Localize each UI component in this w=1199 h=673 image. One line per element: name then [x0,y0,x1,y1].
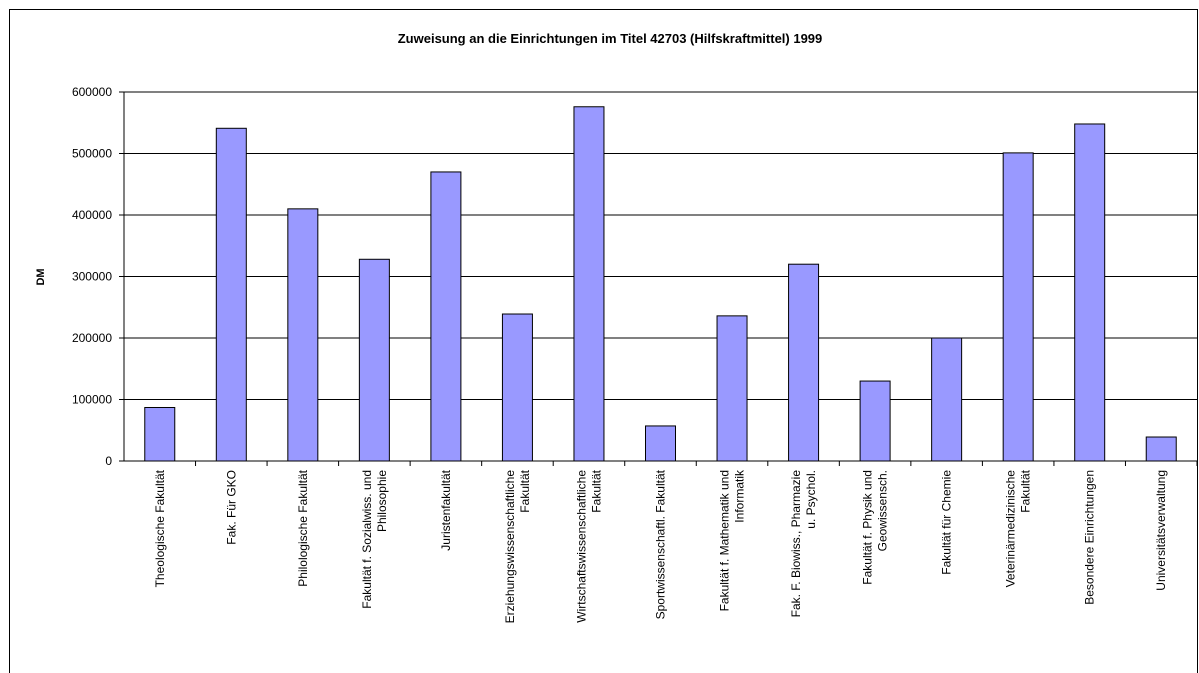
bar [358,258,390,462]
chart-title: Zuweisung an die Einrichtungen im Titel … [398,31,823,46]
x-tick-label: ErziehungswissenschaftlicheFakultät [503,469,532,623]
y-tick-label: 0 [105,454,112,468]
bar [215,127,247,462]
x-tick-label: Fakultät f. Sozialwiss. undPhilosophie [360,470,389,609]
bar [645,425,676,462]
x-tick-label: WirtschaftswissenschaftlicheFakultät [574,469,603,622]
y-tick-label: 200000 [72,331,112,345]
bar [287,208,319,462]
bar [573,106,605,462]
x-tick-label: Besondere Einrichtungen [1083,470,1097,605]
bar [931,337,963,462]
bar [430,171,462,462]
y-tick-label: 600000 [72,85,112,99]
x-tick-label: Fak. Für GKO [224,470,238,545]
x-tick-label: Universitätsverwaltung [1154,470,1168,591]
bar [1002,152,1034,462]
bar [716,315,748,462]
x-tick-label: Theologische Fakultät [153,469,167,587]
x-tick-label: Philologische Fakultät [296,469,310,586]
x-tick-label: Sportwissenschaftl. Fakultät [654,469,668,619]
y-tick-label: 400000 [72,208,112,222]
x-tick-label: Fakultät für Chemie [940,470,954,575]
bar [859,380,891,462]
x-tick-label: Fak. F. Biowiss., Pharmazieu. Psychol. [789,470,818,618]
bar [1074,123,1106,462]
x-tick-label: VeterinärmedizinischeFakultät [1004,469,1033,587]
y-axis-title: DM [35,268,47,285]
chart-frame [9,9,1198,673]
bar [1145,436,1177,462]
y-tick-label: 500000 [72,147,112,161]
bar [788,263,820,462]
bar [501,313,533,462]
x-tick-label: Fakultät f. Mathematik undInformatik [718,469,747,611]
bar [144,406,176,462]
x-tick-label: Fakultät f. Physik undGeowissensch. [861,470,890,585]
x-tick-label: Juristenfakultät [439,469,453,550]
y-tick-label: 100000 [72,393,112,407]
y-tick-label: 300000 [72,270,112,284]
